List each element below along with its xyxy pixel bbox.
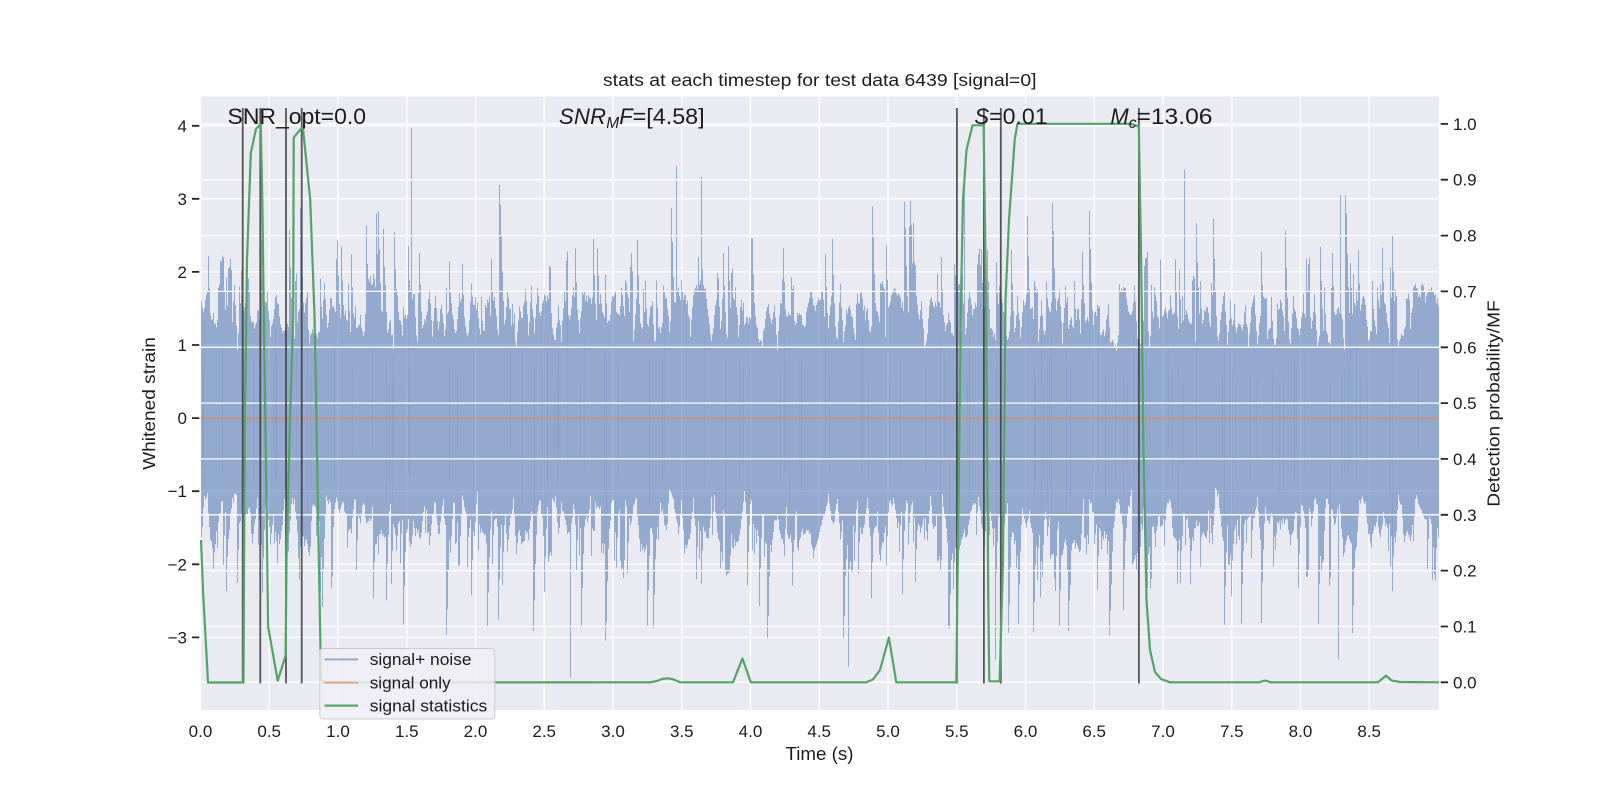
svg-text:0.0: 0.0: [189, 722, 213, 741]
svg-text:−3: −3: [168, 628, 187, 647]
svg-text:6.5: 6.5: [1082, 722, 1106, 741]
svg-text:0.6: 0.6: [1453, 338, 1477, 357]
svg-text:2: 2: [178, 263, 187, 282]
svg-text:0.3: 0.3: [1453, 506, 1477, 525]
svg-text:signal+ noise: signal+ noise: [370, 651, 472, 669]
svg-text:1: 1: [178, 336, 187, 355]
svg-text:signal statistics: signal statistics: [370, 697, 488, 715]
svg-text:5.0: 5.0: [876, 722, 900, 741]
svg-text:0.8: 0.8: [1453, 227, 1477, 246]
svg-text:8.5: 8.5: [1357, 722, 1381, 741]
svg-text:Time (s): Time (s): [786, 743, 854, 764]
svg-text:signal only: signal only: [370, 674, 452, 692]
svg-text:S=0.01: S=0.01: [974, 104, 1047, 129]
svg-text:1.0: 1.0: [326, 722, 350, 741]
svg-text:0.2: 0.2: [1453, 562, 1477, 581]
svg-text:0.4: 0.4: [1453, 450, 1477, 469]
svg-text:0.9: 0.9: [1453, 171, 1477, 190]
svg-text:SNRMF=[4.58]: SNRMF=[4.58]: [559, 104, 705, 132]
svg-text:0.7: 0.7: [1453, 282, 1477, 301]
svg-text:0.1: 0.1: [1453, 618, 1477, 637]
svg-text:7.0: 7.0: [1151, 722, 1175, 741]
svg-text:1.0: 1.0: [1453, 115, 1477, 134]
svg-text:3.0: 3.0: [601, 722, 625, 741]
svg-text:0.0: 0.0: [1453, 673, 1477, 692]
svg-text:7.5: 7.5: [1220, 722, 1244, 741]
svg-text:3.5: 3.5: [670, 722, 694, 741]
svg-text:Whitened strain: Whitened strain: [139, 337, 159, 470]
svg-text:2.0: 2.0: [464, 722, 488, 741]
svg-text:8.0: 8.0: [1289, 722, 1313, 741]
svg-text:0.5: 0.5: [1453, 394, 1477, 413]
svg-text:2.5: 2.5: [532, 722, 556, 741]
svg-text:4: 4: [178, 117, 187, 136]
svg-text:6.0: 6.0: [1014, 722, 1038, 741]
svg-text:SNR_opt=0.0: SNR_opt=0.0: [228, 104, 367, 129]
svg-text:0: 0: [178, 409, 187, 428]
svg-text:0.5: 0.5: [257, 722, 281, 741]
svg-text:4.0: 4.0: [739, 722, 763, 741]
svg-text:5.5: 5.5: [945, 722, 969, 741]
svg-text:Detection probability/MF: Detection probability/MF: [1484, 300, 1504, 507]
svg-text:3: 3: [178, 190, 187, 209]
svg-text:−2: −2: [168, 555, 187, 574]
svg-text:Mc=13.06: Mc=13.06: [1110, 104, 1212, 132]
svg-text:4.5: 4.5: [807, 722, 831, 741]
svg-text:−1: −1: [168, 482, 187, 501]
svg-text:stats at each timestep for tes: stats at each timestep for test data 643…: [603, 70, 1037, 90]
svg-text:1.5: 1.5: [395, 722, 419, 741]
